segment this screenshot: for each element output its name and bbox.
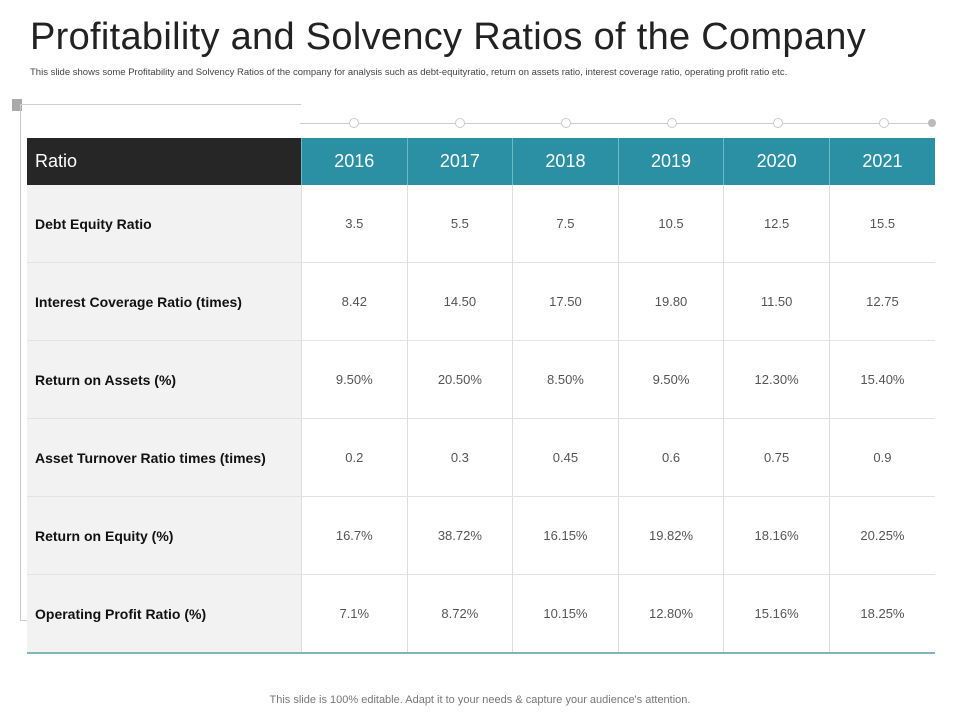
row-label: Operating Profit Ratio (%) bbox=[27, 574, 302, 654]
table-cell: 16.15% bbox=[512, 496, 619, 575]
footer-note: This slide is 100% editable. Adapt it to… bbox=[269, 694, 691, 706]
table-row: Debt Equity Ratio 3.5 5.5 7.5 10.5 12.5 15.5 bbox=[27, 185, 935, 263]
table-cell: 0.9 bbox=[828, 418, 935, 497]
table-cell: 9.50% bbox=[617, 340, 724, 419]
table-cell: 10.5 bbox=[617, 185, 724, 263]
table-cell: 0.2 bbox=[301, 418, 408, 497]
table-row: Asset Turnover Ratio times (times) 0.2 0.3… bbox=[27, 418, 935, 497]
row-label: Return on Equity (%) bbox=[27, 496, 302, 575]
table-cell: 18.16% bbox=[723, 496, 830, 575]
page-title: Profitability and Solvency Ratios of the… bbox=[30, 16, 867, 58]
table-cell: 17.50 bbox=[512, 262, 619, 341]
table-cell: 0.3 bbox=[406, 418, 513, 497]
table-cell: 15.5 bbox=[828, 185, 935, 263]
table-row: Return on Assets (%) 9.50% 20.50% 8.50% 9.50… bbox=[27, 340, 935, 419]
table-cell: 8.42 bbox=[301, 262, 408, 341]
header-year: 2021 bbox=[828, 138, 935, 185]
table-cell: 18.25% bbox=[828, 574, 935, 654]
timeline-dot bbox=[455, 118, 465, 128]
timeline-dot bbox=[879, 118, 889, 128]
timeline-dot bbox=[773, 118, 783, 128]
row-label: Interest Coverage Ratio (times) bbox=[27, 262, 302, 341]
timeline-dot bbox=[349, 118, 359, 128]
table-cell: 19.80 bbox=[617, 262, 724, 341]
table-cell: 10.15% bbox=[512, 574, 619, 654]
table-cell: 8.50% bbox=[512, 340, 619, 419]
table-cell: 0.75 bbox=[723, 418, 830, 497]
timeline-dot bbox=[667, 118, 677, 128]
header-year: 2019 bbox=[617, 138, 724, 185]
table-row: Interest Coverage Ratio (times) 8.42 14.50… bbox=[27, 262, 935, 341]
timeline-dot bbox=[561, 118, 571, 128]
header-year: 2017 bbox=[406, 138, 513, 185]
table-cell: 3.5 bbox=[301, 185, 408, 263]
table-cell: 7.1% bbox=[301, 574, 408, 654]
row-label: Asset Turnover Ratio times (times) bbox=[27, 418, 302, 497]
decorative-frame bbox=[20, 104, 301, 621]
ratios-table: Ratio 2016 2017 2018 2019 2020 2021 Debt Equit… bbox=[27, 138, 935, 654]
header-year: 2020 bbox=[723, 138, 830, 185]
table-cell: 9.50% bbox=[301, 340, 408, 419]
table-cell: 12.5 bbox=[723, 185, 830, 263]
table-cell: 8.72% bbox=[406, 574, 513, 654]
table-cell: 12.30% bbox=[723, 340, 830, 419]
table-row: Operating Profit Ratio (%) 7.1% 8.72% 10.15… bbox=[27, 574, 935, 654]
table-header-row: Ratio 2016 2017 2018 2019 2020 2021 bbox=[27, 138, 935, 185]
table-cell: 0.6 bbox=[617, 418, 724, 497]
table-cell: 11.50 bbox=[723, 262, 830, 341]
row-label: Debt Equity Ratio bbox=[27, 185, 302, 263]
table-cell: 15.40% bbox=[828, 340, 935, 419]
row-label: Return on Assets (%) bbox=[27, 340, 302, 419]
table-cell: 14.50 bbox=[406, 262, 513, 341]
table-cell: 0.45 bbox=[512, 418, 619, 497]
header-ratio: Ratio bbox=[27, 138, 302, 185]
table-cell: 7.5 bbox=[512, 185, 619, 263]
table-cell: 19.82% bbox=[617, 496, 724, 575]
timeline-end-dot bbox=[928, 119, 936, 127]
header-year: 2016 bbox=[301, 138, 408, 185]
table-cell: 20.50% bbox=[406, 340, 513, 419]
table-cell: 12.75 bbox=[828, 262, 935, 341]
table-cell: 20.25% bbox=[828, 496, 935, 575]
table-cell: 16.7% bbox=[301, 496, 408, 575]
table-row: Return on Equity (%) 16.7% 38.72% 16.15% 19.… bbox=[27, 496, 935, 575]
table-cell: 15.16% bbox=[723, 574, 830, 654]
header-year: 2018 bbox=[512, 138, 619, 185]
frame-handle bbox=[12, 99, 22, 111]
table-cell: 5.5 bbox=[406, 185, 513, 263]
table-cell: 12.80% bbox=[617, 574, 724, 654]
timeline-line bbox=[300, 123, 932, 124]
page-subtitle: This slide shows some Profitability and … bbox=[30, 67, 788, 78]
table-cell: 38.72% bbox=[406, 496, 513, 575]
decorative-frame-tail bbox=[20, 620, 28, 621]
